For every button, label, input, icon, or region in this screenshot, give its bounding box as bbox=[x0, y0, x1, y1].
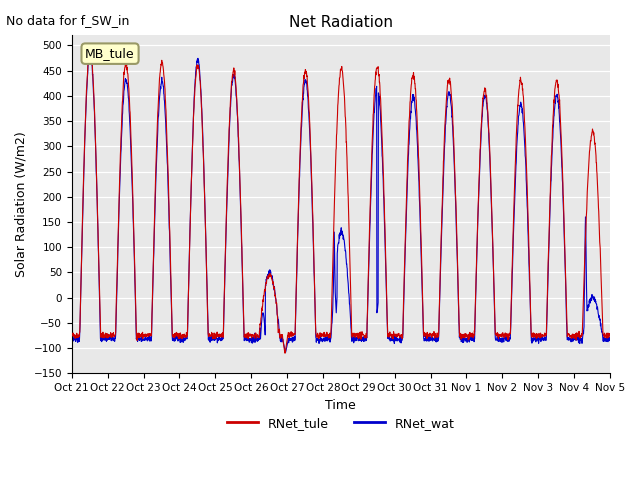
Text: No data for f_SW_in: No data for f_SW_in bbox=[6, 14, 130, 27]
Title: Net Radiation: Net Radiation bbox=[289, 15, 393, 30]
Text: MB_tule: MB_tule bbox=[85, 47, 135, 60]
X-axis label: Time: Time bbox=[326, 398, 356, 412]
Y-axis label: Solar Radiation (W/m2): Solar Radiation (W/m2) bbox=[15, 132, 28, 277]
Legend: RNet_tule, RNet_wat: RNet_tule, RNet_wat bbox=[221, 412, 460, 435]
